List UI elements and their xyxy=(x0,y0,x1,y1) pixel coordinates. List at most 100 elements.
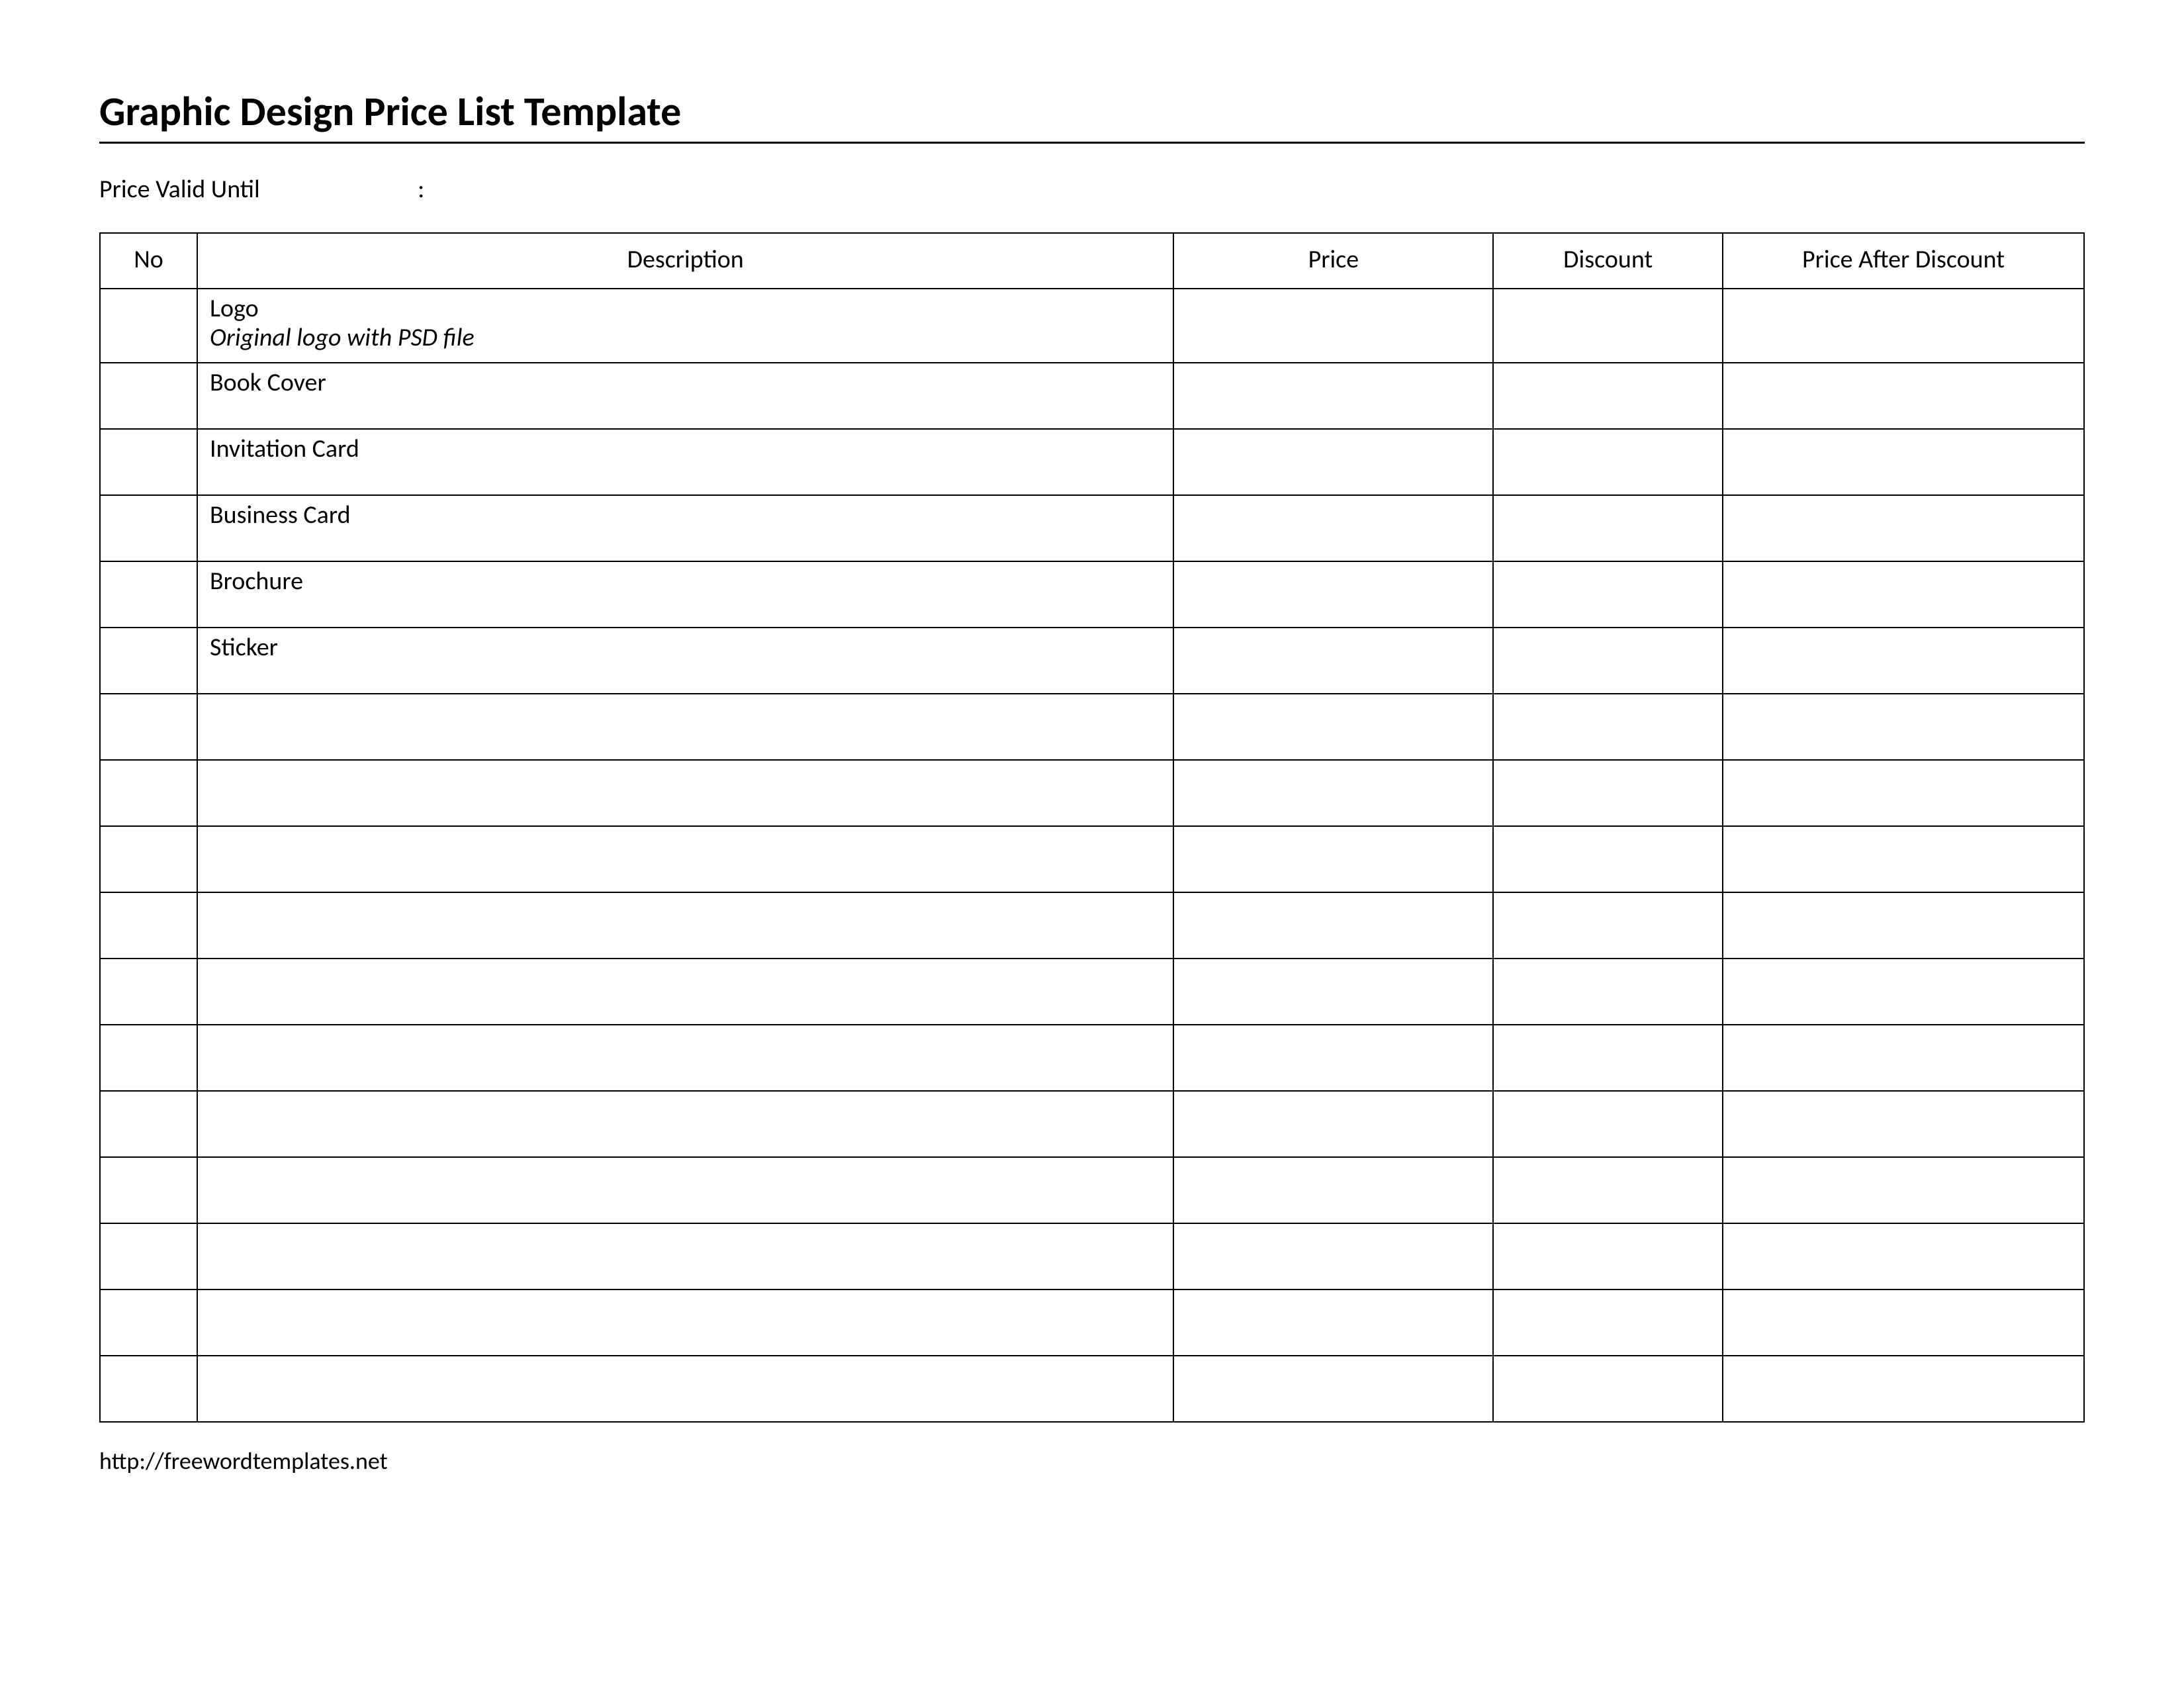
cell-price-after xyxy=(1723,495,2084,561)
cell-discount xyxy=(1493,959,1723,1025)
cell-price-after xyxy=(1723,694,2084,760)
cell-description xyxy=(197,1025,1173,1091)
cell-price-after xyxy=(1723,1356,2084,1422)
desc-title: Logo xyxy=(210,295,1161,324)
cell-price-after xyxy=(1723,826,2084,892)
cell-discount xyxy=(1493,429,1723,495)
col-header-no: No xyxy=(100,233,197,289)
cell-description xyxy=(197,892,1173,959)
desc-title: Brochure xyxy=(210,567,1161,596)
table-row: Logo Original logo with PSD file xyxy=(100,289,2084,363)
cell-no xyxy=(100,1289,197,1356)
cell-description: Business Card xyxy=(197,495,1173,561)
cell-description xyxy=(197,1289,1173,1356)
cell-price-after xyxy=(1723,959,2084,1025)
table-row xyxy=(100,1025,2084,1091)
cell-description xyxy=(197,1157,1173,1223)
table-row: Book Cover xyxy=(100,363,2084,429)
cell-discount xyxy=(1493,1289,1723,1356)
cell-price xyxy=(1173,1356,1493,1422)
col-header-discount: Discount xyxy=(1493,233,1723,289)
cell-price-after xyxy=(1723,1289,2084,1356)
cell-description: Invitation Card xyxy=(197,429,1173,495)
cell-no xyxy=(100,959,197,1025)
cell-discount xyxy=(1493,892,1723,959)
cell-price xyxy=(1173,495,1493,561)
table-row: Sticker xyxy=(100,628,2084,694)
cell-description xyxy=(197,760,1173,826)
cell-discount xyxy=(1493,363,1723,429)
cell-no xyxy=(100,892,197,959)
cell-no xyxy=(100,495,197,561)
table-row: Business Card xyxy=(100,495,2084,561)
cell-no xyxy=(100,429,197,495)
cell-discount xyxy=(1493,561,1723,628)
footer-url: http://freewordtemplates.net xyxy=(99,1446,2085,1476)
desc-title: Business Card xyxy=(210,501,1161,530)
cell-no xyxy=(100,1157,197,1223)
price-table: No Description Price Discount Price Afte… xyxy=(99,232,2085,1423)
table-row xyxy=(100,1356,2084,1422)
cell-description xyxy=(197,1223,1173,1289)
table-row: Invitation Card xyxy=(100,429,2084,495)
cell-description: Sticker xyxy=(197,628,1173,694)
cell-description xyxy=(197,826,1173,892)
cell-price xyxy=(1173,760,1493,826)
cell-description xyxy=(197,694,1173,760)
cell-price xyxy=(1173,959,1493,1025)
cell-no xyxy=(100,1091,197,1157)
cell-discount xyxy=(1493,289,1723,363)
price-valid-row: Price Valid Until : xyxy=(99,174,2085,205)
cell-description: Logo Original logo with PSD file xyxy=(197,289,1173,363)
cell-no xyxy=(100,760,197,826)
cell-discount xyxy=(1493,495,1723,561)
cell-price-after xyxy=(1723,760,2084,826)
desc-title: Sticker xyxy=(210,633,1161,663)
cell-price-after xyxy=(1723,628,2084,694)
table-row xyxy=(100,892,2084,959)
cell-discount xyxy=(1493,760,1723,826)
table-row xyxy=(100,1157,2084,1223)
cell-discount xyxy=(1493,1157,1723,1223)
cell-price xyxy=(1173,1091,1493,1157)
cell-discount xyxy=(1493,628,1723,694)
desc-title: Invitation Card xyxy=(210,435,1161,464)
cell-discount xyxy=(1493,1223,1723,1289)
cell-description: Brochure xyxy=(197,561,1173,628)
col-header-price-after: Price After Discount xyxy=(1723,233,2084,289)
table-row: Brochure xyxy=(100,561,2084,628)
cell-price-after xyxy=(1723,363,2084,429)
cell-price xyxy=(1173,1223,1493,1289)
desc-note: Original logo with PSD file xyxy=(210,324,1161,353)
table-row xyxy=(100,959,2084,1025)
cell-price xyxy=(1173,694,1493,760)
cell-no xyxy=(100,561,197,628)
price-valid-colon: : xyxy=(418,174,424,205)
cell-discount xyxy=(1493,1025,1723,1091)
desc-title: Book Cover xyxy=(210,369,1161,398)
cell-price-after xyxy=(1723,429,2084,495)
document-page: Graphic Design Price List Template Price… xyxy=(0,0,2184,1688)
cell-price xyxy=(1173,826,1493,892)
cell-price-after xyxy=(1723,892,2084,959)
cell-no xyxy=(100,1356,197,1422)
table-row xyxy=(100,760,2084,826)
cell-price xyxy=(1173,289,1493,363)
cell-price xyxy=(1173,1025,1493,1091)
cell-discount xyxy=(1493,1356,1723,1422)
table-row xyxy=(100,826,2084,892)
cell-price-after xyxy=(1723,1223,2084,1289)
table-row xyxy=(100,1223,2084,1289)
cell-price-after xyxy=(1723,1157,2084,1223)
cell-discount xyxy=(1493,826,1723,892)
cell-price-after xyxy=(1723,289,2084,363)
cell-description: Book Cover xyxy=(197,363,1173,429)
cell-discount xyxy=(1493,1091,1723,1157)
cell-description xyxy=(197,1356,1173,1422)
cell-price xyxy=(1173,363,1493,429)
cell-price xyxy=(1173,1289,1493,1356)
cell-discount xyxy=(1493,694,1723,760)
cell-no xyxy=(100,289,197,363)
table-row xyxy=(100,694,2084,760)
cell-price xyxy=(1173,628,1493,694)
